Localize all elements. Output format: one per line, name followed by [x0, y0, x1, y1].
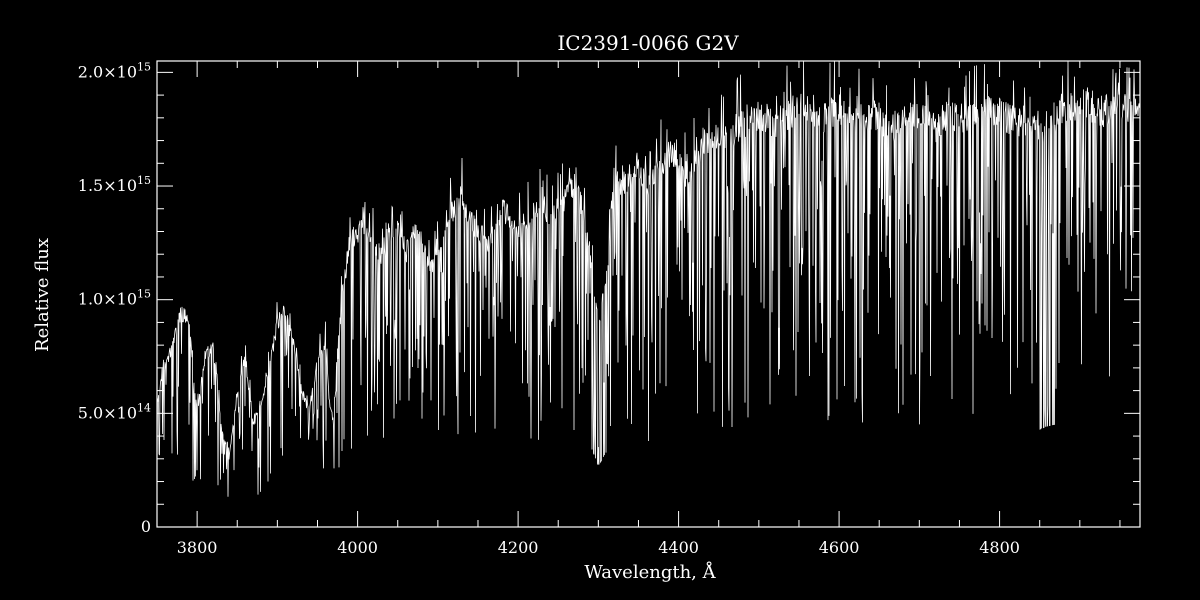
y-tick-label: 1.5×1015	[78, 174, 151, 195]
y-tick-label: 1.0×1015	[78, 288, 151, 309]
spectrum-series-line	[156, 60, 1141, 497]
x-tick-label: 4400	[658, 538, 699, 557]
y-ticks: 0 5.0×1014 1.0×1015 1.5×1015 2.0×1015	[78, 60, 1140, 536]
x-tick-label: 4200	[498, 538, 539, 557]
plot-frame	[156, 60, 1141, 528]
y-tick-label: 5.0×1014	[78, 401, 151, 422]
y-tick-label: 0	[141, 517, 151, 536]
x-tick-label: 3800	[177, 538, 218, 557]
x-ticks: 3800 4000 4200 4400 4600 4800	[156, 61, 1121, 557]
y-tick-label: 2.0×1015	[78, 60, 151, 81]
x-tick-label: 4600	[819, 538, 860, 557]
x-axis-label: Wavelength, Å	[584, 561, 716, 583]
chart-title: IC2391-0066 G2V	[557, 31, 739, 55]
x-tick-label: 4000	[337, 538, 378, 557]
spectrum-layer	[156, 60, 1141, 497]
y-axis-label: Relative flux	[32, 238, 53, 352]
plot-area: 3800 4000 4200 4400 4600 4800 0 5.0×1014 1.0×10…	[78, 60, 1141, 557]
x-tick-label: 4800	[979, 538, 1020, 557]
